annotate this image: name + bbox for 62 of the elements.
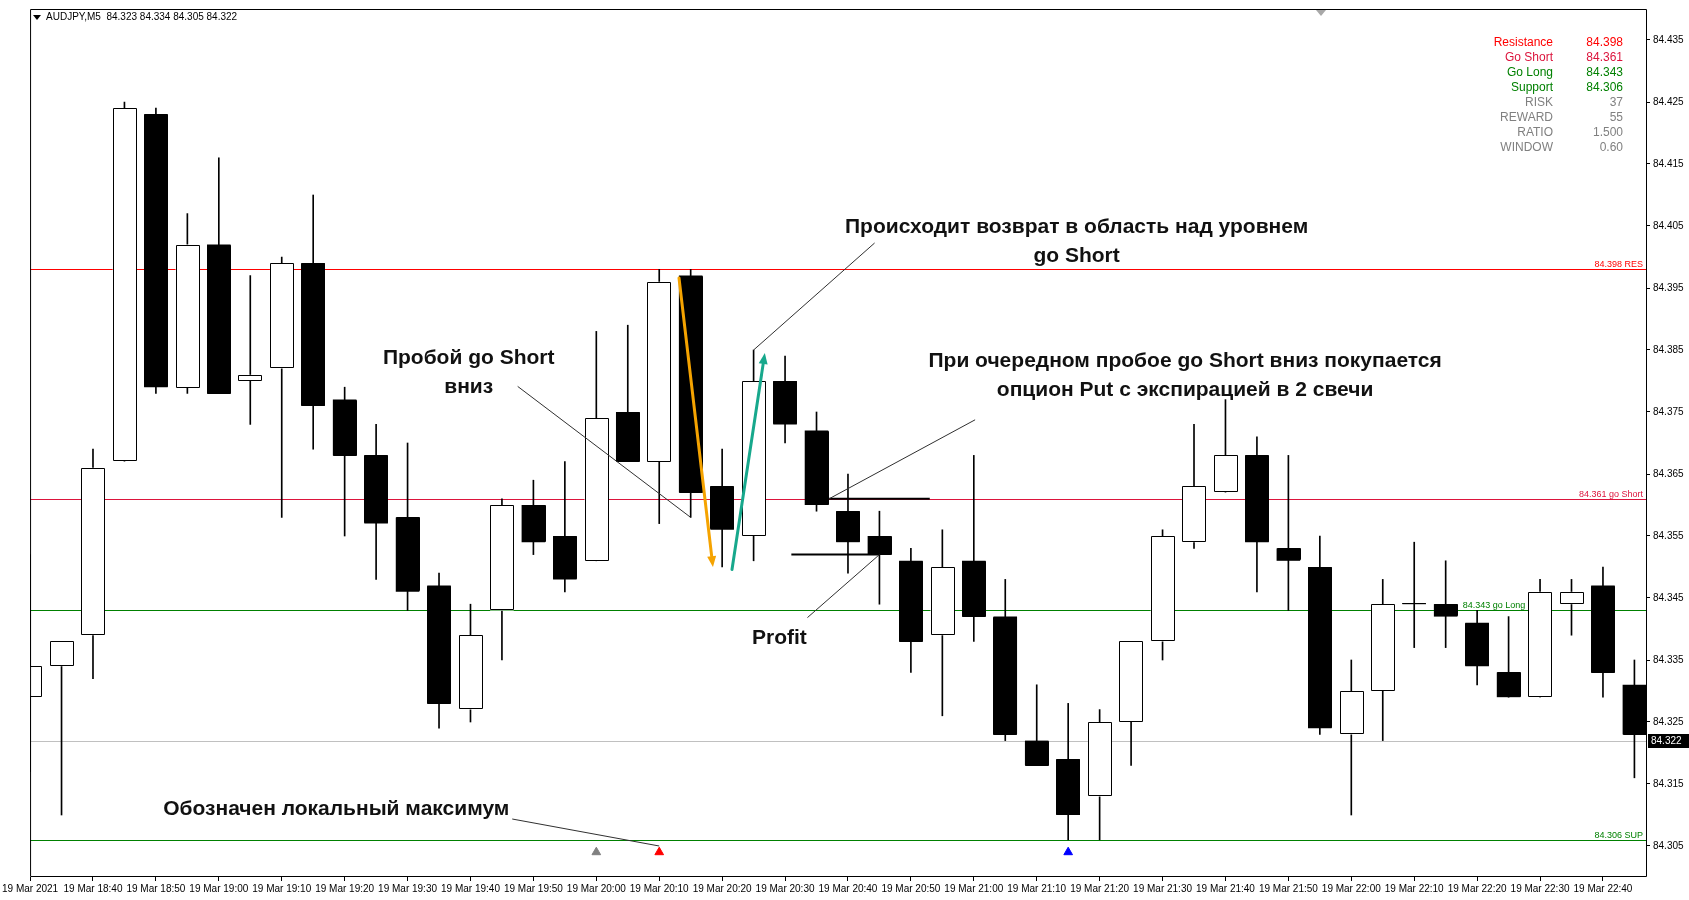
x-tick-label: 19 Mar 19:40 <box>441 882 501 894</box>
x-tick-label: 19 Mar 19:20 <box>315 882 375 894</box>
y-tick-label: 84.335 <box>1653 653 1685 665</box>
ref-line-label: 84.322 <box>1651 734 1683 746</box>
candlestick <box>238 275 263 425</box>
annotation: При очередном пробое go Short вниз покупается опцион Put с экспирацией в 2 свечи <box>928 347 1442 400</box>
x-tick-label: 19 Mar 18:50 <box>126 882 186 894</box>
chart-title: AUDJPY,M5 84.323 84.334 84.305 84.322 <box>46 10 238 22</box>
x-tick-label: 19 Mar 21:00 <box>944 882 1004 894</box>
x-tick-label: 19 Mar 2021 <box>2 882 59 894</box>
x-tick-label: 19 Mar 22:00 <box>1321 882 1382 894</box>
y-tick-label: 84.385 <box>1653 343 1685 355</box>
x-tick-label: 19 Mar 20:50 <box>881 882 941 894</box>
annotation: Пробой go Short вниз <box>382 345 555 398</box>
candlestick <box>1402 541 1427 648</box>
text: Go Short 84.361 <box>1504 50 1623 65</box>
annotation: Profit <box>752 625 807 649</box>
text: Go Long 84.343 <box>1506 65 1623 80</box>
y-tick-label: 84.365 <box>1653 467 1685 479</box>
text: REWARD 55 <box>1500 110 1623 125</box>
x-tick-label: 19 Mar 22:30 <box>1510 882 1570 894</box>
text: Support 84.306 <box>1510 80 1623 95</box>
candlestick <box>1433 560 1458 648</box>
x-tick-label: 19 Mar 19:50 <box>503 882 564 894</box>
y-tick-label: 84.405 <box>1653 219 1685 231</box>
x-tick-label: 19 Mar 19:00 <box>189 882 249 894</box>
ref-line-label: 84.343 go Long <box>1462 600 1526 610</box>
annotation: Обозначен локальный максимум <box>163 795 510 819</box>
y-tick-label: 84.425 <box>1653 95 1685 107</box>
y-tick-label: 84.415 <box>1653 157 1685 169</box>
text: RISK 37 <box>1524 95 1623 110</box>
y-tick-label: 84.355 <box>1653 529 1685 541</box>
y-tick-label: 84.435 <box>1653 33 1685 45</box>
text: Resistance 84.398 <box>1493 35 1623 50</box>
x-tick-label: 19 Mar 19:10 <box>252 882 312 894</box>
y-tick-label: 84.315 <box>1653 777 1685 789</box>
x-tick-label: 19 Mar 21:50 <box>1258 882 1319 894</box>
x-tick-label: 19 Mar 20:10 <box>629 882 690 894</box>
y-tick-label: 84.345 <box>1653 591 1685 603</box>
x-tick-label: 19 Mar 20:30 <box>755 882 815 894</box>
x-tick-label: 19 Mar 22:10 <box>1384 882 1445 894</box>
x-tick-label: 19 Mar 22:20 <box>1447 882 1508 894</box>
x-tick-label: 19 Mar 22:40 <box>1573 882 1633 894</box>
y-tick-label: 84.325 <box>1653 715 1685 727</box>
annotation: Происходит возврат в область над уровнем go Short <box>845 213 1309 266</box>
y-tick-label: 84.395 <box>1653 281 1685 293</box>
x-tick-label: 19 Mar 20:40 <box>818 882 878 894</box>
ref-line-label: 84.306 SUP <box>1594 830 1643 840</box>
ref-line-label: 84.361 go Short <box>1578 489 1644 499</box>
y-tick-label: 84.305 <box>1653 839 1685 851</box>
x-tick-label: 19 Mar 21:40 <box>1196 882 1256 894</box>
x-tick-label: 19 Mar 18:40 <box>63 882 123 894</box>
x-tick-label: 19 Mar 19:30 <box>378 882 438 894</box>
x-tick-label: 19 Mar 20:20 <box>692 882 753 894</box>
ref-line-label: 84.398 RES <box>1594 259 1643 269</box>
x-tick-label: 19 Mar 21:10 <box>1007 882 1067 894</box>
text: WINDOW 0.60 <box>1500 140 1623 155</box>
text: RATIO 1.500 <box>1517 125 1623 140</box>
y-tick-label: 84.375 <box>1653 405 1685 417</box>
x-tick-label: 19 Mar 21:20 <box>1070 882 1130 894</box>
x-tick-label: 19 Mar 21:30 <box>1133 882 1193 894</box>
x-tick-label: 19 Mar 20:00 <box>566 882 627 894</box>
